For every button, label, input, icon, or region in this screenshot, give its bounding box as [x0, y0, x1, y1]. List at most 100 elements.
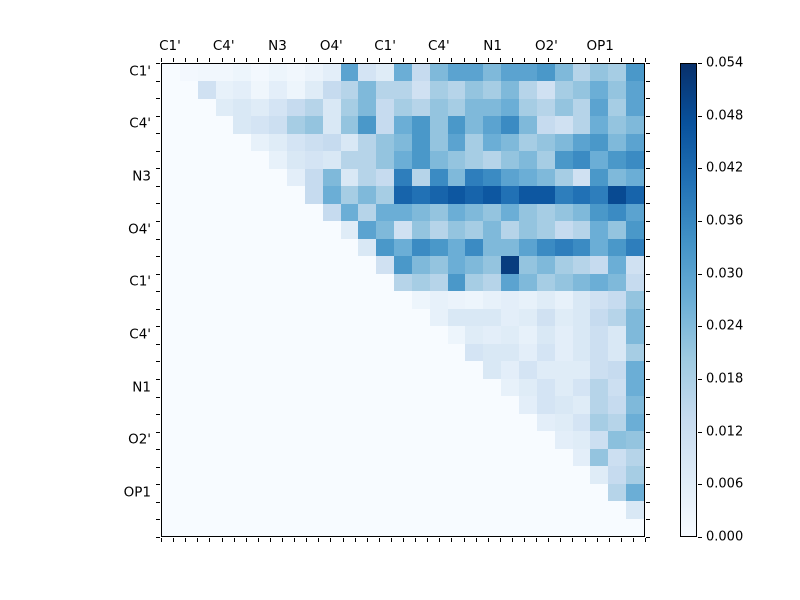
x-axis-tick — [257, 538, 259, 542]
heatmap-cell — [519, 64, 537, 82]
y-axis-tick — [646, 379, 650, 380]
y-axis-tick — [156, 256, 160, 258]
heatmap-cell — [358, 361, 377, 379]
heatmap-cell — [590, 343, 609, 362]
y-axis-tick — [156, 80, 160, 82]
heatmap-cell — [251, 133, 270, 152]
heatmap-cell — [269, 343, 287, 362]
heatmap-cell — [197, 501, 216, 519]
heatmap-cell — [322, 273, 341, 292]
heatmap-cell — [626, 256, 644, 274]
heatmap-cell — [411, 81, 430, 99]
heatmap-cell — [179, 133, 198, 152]
heatmap-cell — [358, 448, 377, 467]
colorbar-tick-label: 0.036 — [706, 213, 744, 229]
heatmap-cell — [572, 133, 591, 152]
heatmap-cell — [322, 186, 341, 204]
heatmap-cell — [483, 64, 502, 82]
heatmap-cell — [411, 361, 430, 379]
heatmap-cell — [447, 361, 466, 379]
heatmap-cell — [215, 448, 234, 467]
y-axis-tick — [646, 185, 650, 187]
heatmap-grid — [162, 64, 644, 536]
y-axis-tick — [646, 308, 650, 310]
heatmap-cell — [536, 151, 555, 169]
heatmap-cell — [322, 361, 341, 379]
heatmap-cell — [536, 203, 555, 222]
heatmap-cell — [411, 326, 430, 344]
heatmap-cell — [197, 151, 216, 169]
heatmap-cell — [626, 343, 644, 362]
heatmap-cell — [179, 256, 198, 274]
heatmap-cell — [394, 431, 412, 449]
heatmap-cell — [358, 256, 377, 274]
y-tick-label: O4' — [128, 221, 151, 238]
heatmap-cell — [162, 133, 180, 152]
heatmap-cell — [554, 448, 573, 467]
heatmap-cell — [197, 361, 216, 379]
heatmap-cell — [286, 238, 305, 257]
heatmap-cell — [304, 413, 323, 432]
heatmap-cell — [536, 98, 555, 117]
heatmap-cell — [501, 291, 520, 309]
heatmap-cell — [411, 378, 430, 397]
heatmap-cell — [429, 431, 448, 449]
y-axis-tick — [646, 221, 650, 222]
heatmap-cell — [429, 116, 448, 134]
heatmap-cell — [179, 273, 198, 292]
y-axis-tick — [156, 168, 160, 170]
heatmap-cell — [554, 133, 573, 152]
heatmap-cell — [197, 291, 216, 309]
heatmap-cell — [483, 116, 502, 134]
heatmap-cell — [590, 221, 609, 239]
heatmap-cell — [536, 501, 555, 519]
x-axis-tick — [620, 58, 622, 62]
x-tick-label: N1 — [483, 38, 502, 54]
heatmap-cell — [572, 273, 591, 292]
x-axis-tick — [318, 58, 320, 62]
heatmap-cell — [554, 361, 573, 379]
x-axis-tick — [560, 538, 562, 542]
heatmap-cell — [322, 466, 341, 484]
heatmap-cell — [394, 273, 412, 292]
heatmap-cell — [322, 256, 341, 274]
heatmap-cell — [179, 98, 198, 117]
heatmap-cell — [376, 343, 395, 362]
heatmap-cell — [179, 221, 198, 239]
x-axis-tick — [608, 58, 610, 62]
heatmap-cell — [447, 98, 466, 117]
heatmap-cell — [519, 326, 537, 344]
heatmap-cell — [179, 308, 198, 327]
heatmap-cell — [376, 168, 395, 187]
heatmap-cell — [429, 326, 448, 344]
heatmap-cell — [501, 361, 520, 379]
heatmap-cell — [269, 501, 287, 519]
heatmap-cell — [215, 98, 234, 117]
heatmap-cell — [251, 448, 270, 467]
heatmap-cell — [519, 291, 537, 309]
x-axis-tick — [645, 58, 646, 62]
heatmap-cell — [179, 168, 198, 187]
heatmap-cell — [519, 238, 537, 257]
y-axis-tick — [156, 291, 160, 293]
heatmap-cell — [554, 186, 573, 204]
heatmap-cell — [626, 291, 644, 309]
heatmap-cell — [251, 326, 270, 344]
heatmap-cell — [519, 116, 537, 134]
heatmap-cell — [501, 308, 520, 327]
heatmap-cell — [286, 413, 305, 432]
heatmap-cell — [251, 98, 270, 117]
heatmap-cell — [590, 308, 609, 327]
heatmap-cell — [179, 343, 198, 362]
heatmap-cell — [411, 221, 430, 239]
y-axis-tick — [646, 168, 650, 170]
heatmap-cell — [483, 343, 502, 362]
heatmap-cell — [411, 186, 430, 204]
heatmap-cell — [179, 326, 198, 344]
heatmap-cell — [519, 483, 537, 502]
heatmap-cell — [483, 448, 502, 467]
heatmap-plot-area — [161, 63, 645, 537]
heatmap-cell — [394, 98, 412, 117]
heatmap-cell — [215, 291, 234, 309]
heatmap-cell — [483, 186, 502, 204]
